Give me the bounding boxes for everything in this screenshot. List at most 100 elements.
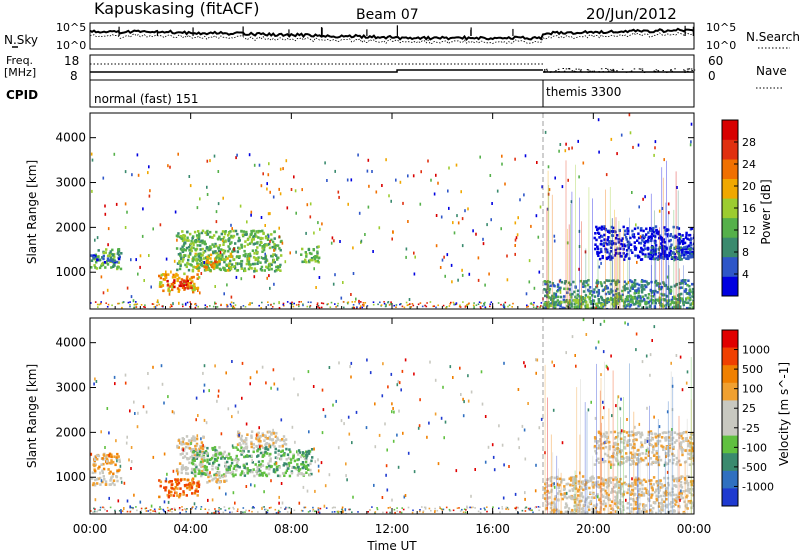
power-cell: [190, 286, 193, 290]
velocity-point: [241, 396, 243, 400]
power-ground: [135, 303, 137, 306]
power-cell: [183, 236, 186, 240]
power-cell: [178, 259, 181, 263]
velocity-point: [117, 499, 120, 503]
velocity-point: [665, 455, 667, 459]
velocity-cell: [104, 480, 108, 483]
velocity-point: [324, 484, 327, 488]
power-cell: [652, 226, 655, 230]
velocity-cell: [602, 483, 605, 487]
power-point: [639, 235, 642, 239]
power-ground: [480, 302, 482, 304]
power-cell: [570, 296, 573, 299]
velocity-point: [419, 398, 421, 402]
power-cell: [255, 269, 258, 273]
velocity-point: [418, 424, 421, 428]
velocity-cell: [679, 446, 682, 450]
velocity-point: [231, 444, 234, 448]
velocity-cell: [202, 454, 205, 458]
power-point: [636, 297, 639, 301]
power-streak: [659, 227, 660, 309]
power-cell: [240, 267, 243, 270]
power-cell: [641, 295, 644, 299]
power-cell: [186, 282, 189, 285]
power-ground: [161, 305, 164, 308]
velocity-cell: [592, 477, 595, 480]
power-cell: [246, 243, 250, 246]
power-cell: [160, 281, 163, 284]
velocity-cell: [692, 484, 694, 488]
power-cell: [199, 256, 202, 260]
power-cell: [614, 280, 617, 284]
power-cell: [206, 233, 210, 236]
velocity-cell: [602, 480, 605, 484]
velocity-point: [404, 358, 407, 362]
velocity-cell: [170, 490, 173, 494]
power-ground: [248, 303, 250, 306]
velocity-cell: [562, 512, 565, 514]
velocity-cell: [104, 483, 108, 486]
velocity-point: [197, 414, 199, 417]
power-cell: [202, 261, 205, 264]
nave-trace-themis: [587, 71, 589, 73]
velocity-cell: [186, 472, 190, 475]
power-point: [279, 167, 282, 171]
velocity-cell: [642, 507, 645, 511]
power-cell: [262, 232, 265, 235]
velocity-cell: [267, 430, 270, 434]
power-cell: [201, 264, 204, 268]
velocity-cell: [242, 442, 245, 445]
power-ground: [206, 306, 208, 308]
power-cell: [250, 229, 253, 233]
velocity-cell: [668, 442, 671, 446]
velocity-point: [374, 402, 376, 406]
power-ground: [135, 301, 137, 303]
power-cell: [256, 246, 259, 249]
velocity-cell: [662, 448, 665, 451]
velocity-point: [214, 364, 216, 368]
velocity-cell: [213, 460, 216, 464]
power-cell: [544, 306, 547, 309]
power-cell: [176, 274, 179, 277]
power-cell: [690, 302, 693, 305]
velocity-cell: [301, 461, 305, 464]
power-cell: [221, 253, 224, 256]
power-point: [260, 216, 263, 219]
power-cell: [221, 230, 225, 233]
power-cell: [187, 268, 191, 272]
velocity-cell: [596, 493, 599, 496]
velocity-cell: [571, 497, 574, 501]
velocity-point: [565, 491, 568, 495]
power-cell: [656, 256, 659, 260]
power-cell: [614, 289, 618, 292]
power-cell: [182, 234, 185, 237]
power-cell: [166, 279, 169, 283]
power-cell: [665, 299, 669, 303]
velocity-cell: [685, 430, 688, 434]
velocity-cell: [664, 492, 667, 495]
power-cell: [183, 238, 186, 241]
power-cell: [214, 262, 217, 265]
velocity-cell: [605, 493, 609, 497]
power-cell: [97, 249, 100, 252]
velocity-cell: [252, 450, 255, 454]
power-ground: [489, 305, 491, 308]
velocity-cell: [632, 499, 635, 503]
velocity-cell: [183, 466, 186, 470]
power-cell: [637, 291, 640, 295]
power-cell: [247, 260, 251, 264]
power-cell: [677, 244, 680, 247]
power-cell: [599, 281, 602, 284]
power-point: [148, 165, 150, 169]
power-point: [326, 179, 328, 182]
power-cell: [612, 242, 616, 245]
power-point: [139, 254, 142, 258]
power-cell: [631, 229, 634, 233]
velocity-cell: [262, 446, 265, 449]
power-cell: [649, 288, 652, 292]
velocity-cell: [199, 460, 203, 464]
power-cell: [301, 247, 304, 251]
power-cell: [666, 302, 669, 305]
velocity-cell: [305, 455, 308, 458]
velocity-cell: [594, 510, 597, 514]
